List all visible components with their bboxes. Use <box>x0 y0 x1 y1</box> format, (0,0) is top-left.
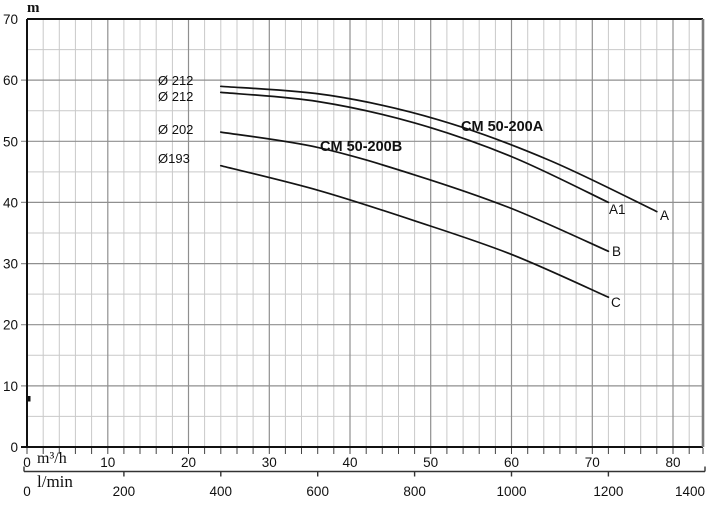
x-tick-label-lmin: 400 <box>210 484 233 499</box>
impeller-label: Ø 212 <box>158 73 193 88</box>
y-tick-label: 70 <box>3 12 18 27</box>
curve-letter-label: C <box>611 295 621 310</box>
x-axis-ticks <box>26 448 704 454</box>
curve-C <box>219 164 610 299</box>
curve-A1 <box>219 91 610 204</box>
impeller-label: Ø193 <box>158 151 190 166</box>
curve-B <box>219 131 610 253</box>
x-tick-label-lmin: 0 <box>23 484 31 499</box>
x-tick-label-m3h: 30 <box>262 455 277 470</box>
y-tick-label: 10 <box>3 379 18 394</box>
x-tick-label-lmin: 1200 <box>593 484 623 499</box>
curve-letter-label: A <box>660 208 669 223</box>
x-tick-label-lmin: 600 <box>306 484 329 499</box>
y-tick-label: 20 <box>3 318 18 333</box>
x-tick-label-m3h: 0 <box>23 455 31 470</box>
curve-A <box>219 85 658 213</box>
x-tick-label-m3h: 40 <box>342 455 357 470</box>
y-tick-label: 40 <box>3 195 18 210</box>
plot-frame <box>21 18 703 448</box>
x-axis-unit-lmin-label: l/min <box>37 472 73 491</box>
x-tick-label-m3h: 80 <box>665 455 680 470</box>
x-tick-label-m3h: 70 <box>585 455 600 470</box>
grid-major <box>21 19 703 447</box>
x-tick-label-lmin: 1400 <box>675 484 705 499</box>
y-axis-unit-label: m <box>27 0 40 16</box>
x-tick-label-m3h: 10 <box>100 455 115 470</box>
curves <box>219 85 658 299</box>
grid-minor <box>27 19 703 447</box>
x-tick-label-m3h: 60 <box>504 455 519 470</box>
curve-letter-label: A1 <box>609 202 626 217</box>
y-tick-label: 60 <box>3 73 18 88</box>
impeller-label: Ø 202 <box>158 122 193 137</box>
y-tick-label: 50 <box>3 134 18 149</box>
axis-tick-mark <box>26 396 31 402</box>
y-tick-label: 0 <box>10 440 18 455</box>
impeller-label: Ø 212 <box>158 89 193 104</box>
x-tick-label-lmin: 800 <box>403 484 426 499</box>
curve-letter-label: B <box>612 244 621 259</box>
lmin-axis <box>23 466 706 477</box>
x-tick-label-lmin: 1000 <box>496 484 526 499</box>
y-tick-label: 30 <box>3 257 18 272</box>
x-tick-label-m3h: 50 <box>423 455 438 470</box>
x-tick-label-lmin: 200 <box>113 484 136 499</box>
x-tick-label-m3h: 20 <box>181 455 196 470</box>
model-label: CM 50-200B <box>320 139 402 155</box>
x-axis-unit-m3h-label: m³/h <box>37 450 67 467</box>
model-label: CM 50-200A <box>461 119 544 135</box>
